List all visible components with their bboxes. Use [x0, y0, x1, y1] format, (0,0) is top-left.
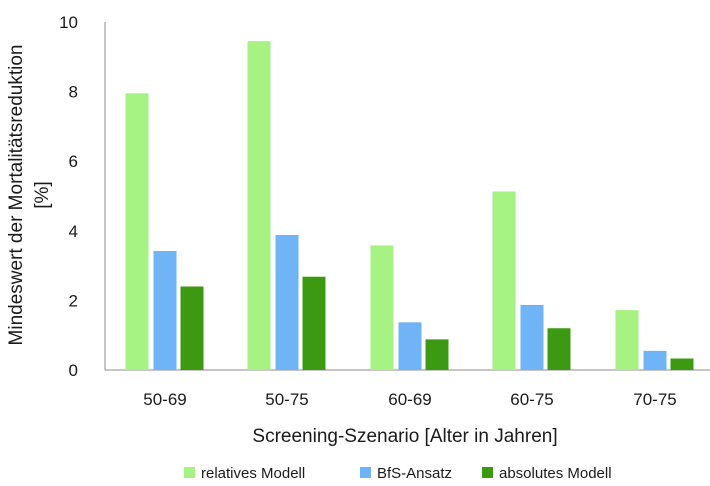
x-tick-label: 70-75: [633, 390, 676, 409]
legend-swatch: [360, 467, 371, 478]
bar-70-75-series-2: [670, 358, 694, 370]
legend-label: relatives Modell: [201, 465, 305, 482]
y-tick-label: 8: [69, 83, 78, 102]
bar-60-69-series-2: [425, 339, 449, 370]
x-axis-ticks: 50-69 50-75 60-69 60-75 70-75: [143, 390, 676, 409]
bar-70-75-series-0: [615, 310, 639, 370]
legend-swatch: [482, 467, 493, 478]
legend-swatch: [184, 467, 195, 478]
x-tick-label: 60-75: [510, 390, 553, 409]
bar-50-69-series-1: [153, 250, 177, 370]
y-tick-label: 0: [69, 361, 78, 380]
bar-50-75-series-0: [247, 41, 271, 370]
bar-60-69-series-0: [370, 245, 394, 370]
bar-50-69-series-0: [125, 93, 149, 370]
bar-group: [125, 41, 694, 370]
x-tick-label: 60-69: [388, 390, 431, 409]
bar-60-75-series-0: [492, 191, 516, 370]
x-tick-label: 50-69: [143, 390, 186, 409]
legend-label: BfS-Ansatz: [377, 465, 452, 482]
bar-50-75-series-2: [302, 276, 326, 370]
legend: relatives Modell BfS-Ansatz absolutes Mode…: [184, 465, 612, 482]
x-tick-label: 50-75: [265, 390, 308, 409]
y-tick-label: 6: [69, 152, 78, 171]
y-tick-label: 4: [69, 222, 78, 241]
y-tick-label: 10: [59, 13, 78, 32]
x-axis-title: Screening-Szenario [Alter in Jahren]: [252, 426, 557, 447]
y-tick-label: 2: [69, 291, 78, 310]
bar-60-69-series-1: [398, 322, 422, 370]
bar-60-75-series-1: [520, 304, 544, 370]
legend-label: absolutes Modell: [499, 465, 612, 482]
bar-70-75-series-1: [643, 350, 667, 370]
y-axis-ticks: 0 2 4 6 8 10: [59, 13, 78, 380]
bar-50-75-series-1: [275, 234, 299, 370]
bar-60-75-series-2: [547, 328, 571, 370]
y-axis-title-line2: [%]: [32, 181, 53, 208]
y-axis-title-line1: Mindeswert der Mortalitätsreduktion: [6, 45, 27, 346]
bar-50-69-series-2: [180, 286, 204, 370]
